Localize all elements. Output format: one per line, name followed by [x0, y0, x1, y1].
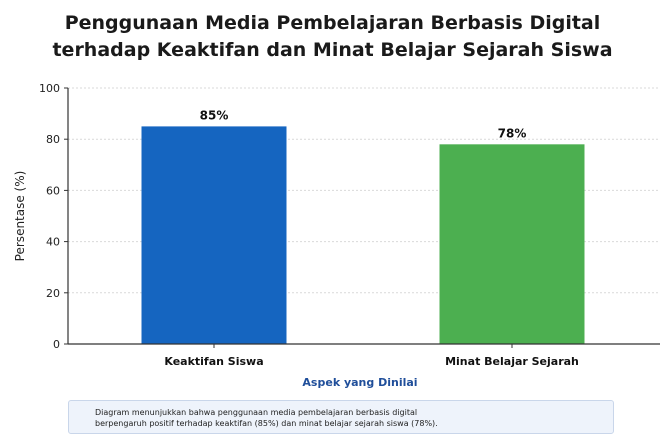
note-line-2: berpengaruh positif terhadap keaktifan (…	[95, 419, 438, 428]
bar-2	[439, 144, 585, 344]
y-tick-label-60: 60	[46, 184, 60, 197]
chart-title-line-1: Penggunaan Media Pembelajaran Berbasis D…	[64, 12, 601, 34]
x-tick-label-1: Keaktifan Siswa	[164, 355, 263, 368]
chart-note: Diagram menunjukkan bahwa penggunaan med…	[68, 400, 614, 434]
bar-1	[141, 126, 287, 345]
x-axis-title: Aspek yang Dinilai	[302, 376, 417, 389]
chart-title-line-2: terhadap Keaktifan dan Minat Belajar Sej…	[52, 39, 613, 61]
y-axis-title: Persentase (%)	[13, 171, 27, 262]
y-tick-label-40: 40	[46, 236, 60, 249]
bar-chart: 0 20 40 60 80 100 85% Keaktifan Siswa 78% Minat B…	[13, 82, 660, 389]
y-tick-label-20: 20	[46, 287, 60, 300]
chart-title: Penggunaan Media Pembelajaran Berbasis D…	[0, 10, 665, 64]
y-tick-label-0: 0	[53, 338, 60, 351]
x-tick-label-2: Minat Belajar Sejarah	[445, 355, 579, 368]
bar-value-label-2: 78%	[498, 126, 527, 140]
y-tick-label-80: 80	[46, 133, 60, 146]
note-line-1: Diagram menunjukkan bahwa penggunaan med…	[95, 408, 418, 417]
y-tick-label-100: 100	[39, 82, 60, 95]
bar-value-label-1: 85%	[200, 108, 229, 122]
